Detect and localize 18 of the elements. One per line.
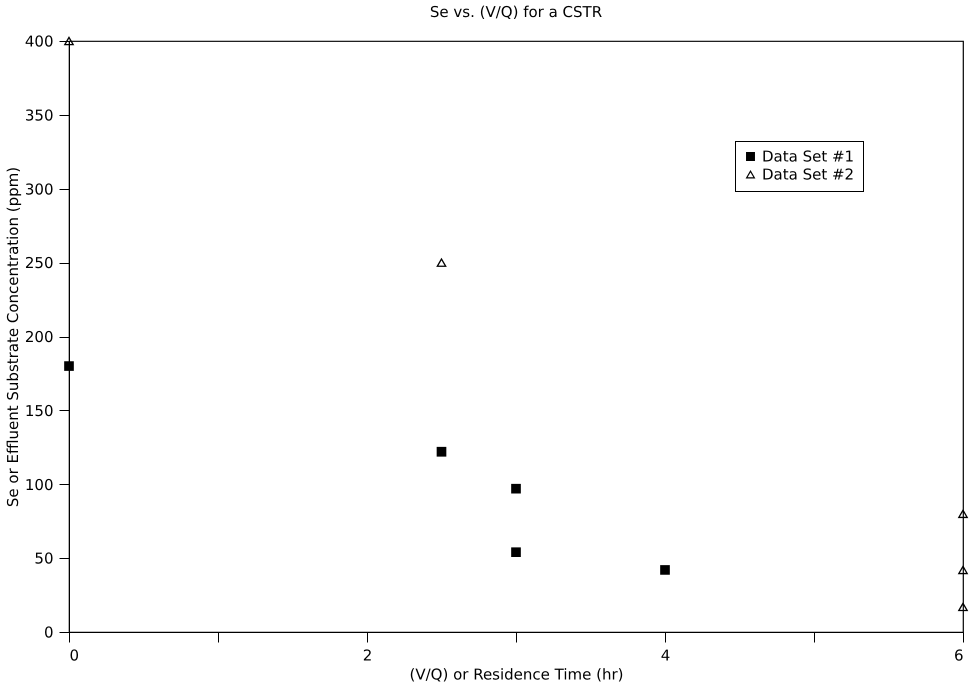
x-axis-title: (V/Q) or Residence Time (hr) [409, 666, 624, 684]
x-tick-label: 6 [954, 646, 964, 664]
x-tick-label: 4 [660, 646, 670, 664]
y-axis-title: Se or Effluent Substrate Concentration (ppm) [4, 166, 22, 508]
legend-label: Data Set #1 [762, 148, 854, 166]
y-tick-label: 350 [24, 106, 54, 124]
x-tick-label: 2 [362, 646, 372, 664]
y-tick-label: 300 [24, 180, 54, 198]
y-tick-label: 200 [24, 328, 54, 346]
legend-label: Data Set #2 [762, 166, 854, 184]
chart-title: Se vs. (V/Q) for a CSTR [430, 3, 602, 21]
y-tick-label: 100 [24, 476, 54, 494]
y-tick-label: 400 [24, 32, 54, 50]
y-tick-label: 0 [44, 624, 54, 642]
x-tick-label: 0 [70, 646, 80, 664]
y-tick-label: 250 [24, 254, 54, 272]
y-tick-label: 50 [34, 550, 54, 568]
y-tick-label: 150 [24, 402, 54, 420]
